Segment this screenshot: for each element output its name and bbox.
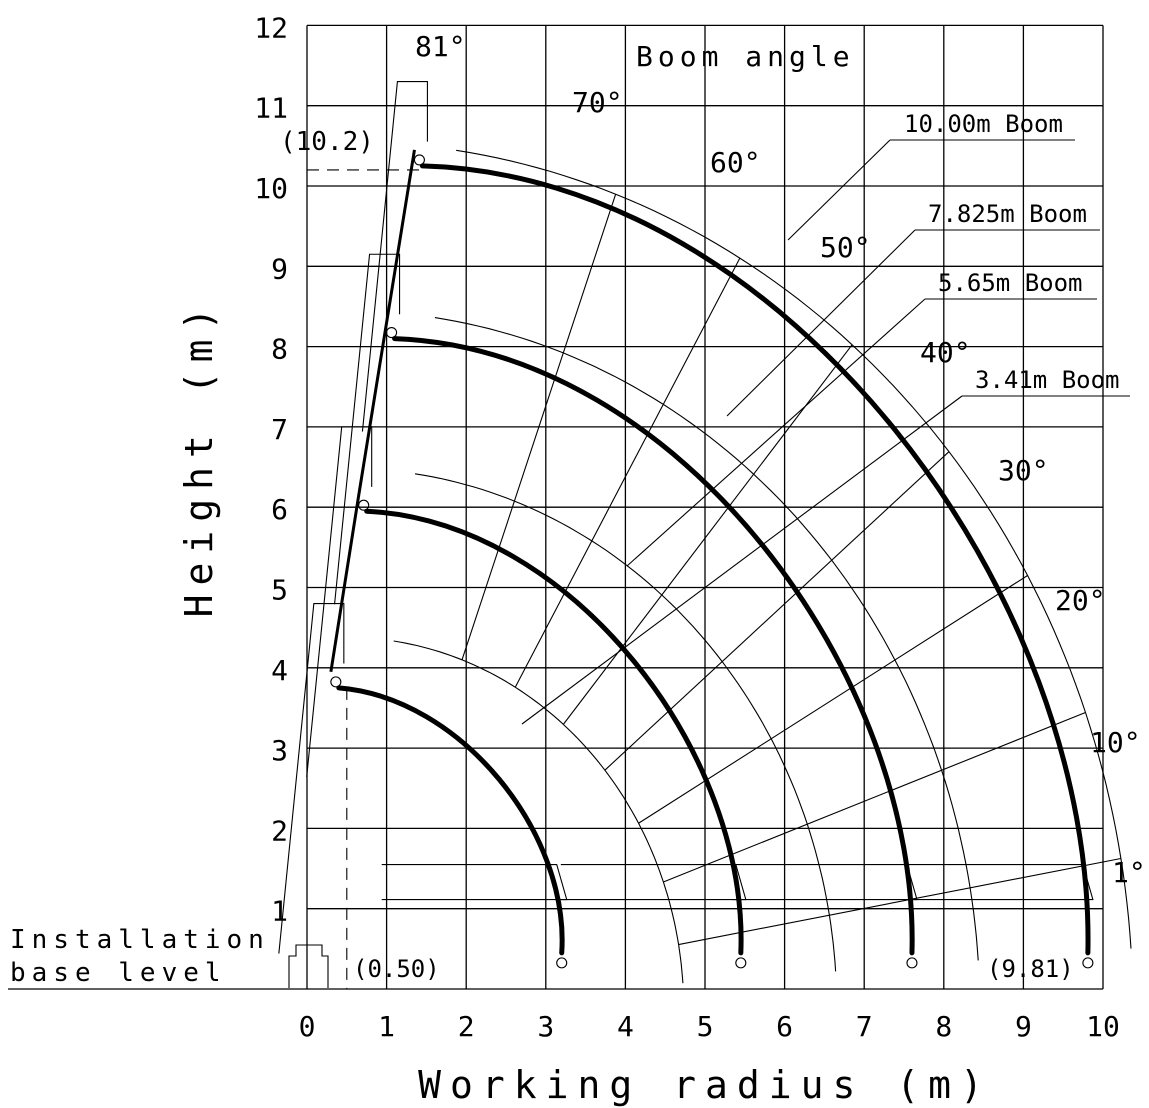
angle-ray-60 — [514, 257, 741, 688]
angle-arc-3 — [456, 149, 1132, 949]
boom-outline-2 — [306, 426, 373, 777]
hook-icon — [1082, 957, 1094, 969]
boom-tip-trail — [329, 149, 416, 673]
x-tick-label-5: 5 — [697, 1010, 714, 1043]
hook-icon — [556, 957, 568, 969]
hook-icon — [413, 154, 425, 166]
angle-label-60: 60° — [710, 146, 761, 179]
boom-angle-title: Boom angle — [636, 40, 855, 73]
hook-icon — [358, 499, 370, 511]
leader-arrow-line — [787, 139, 891, 241]
y-tick-label-3: 3 — [271, 734, 288, 767]
boom-outline-0 — [361, 81, 428, 432]
x-tick-label-2: 2 — [458, 1010, 475, 1043]
annotation-max-radius: (9.81) — [987, 955, 1074, 983]
angle-label-1: 1° — [1112, 856, 1146, 889]
angle-ray-10 — [678, 857, 1122, 946]
y-tick-label-11: 11 — [254, 92, 288, 125]
boom-horizontal-outline-3 — [381, 863, 568, 901]
leader-arrow-line — [726, 229, 916, 417]
annotation-min-radius: (0.50) — [353, 955, 440, 983]
boom-outlines — [278, 81, 1094, 988]
base-level-label-line1: Installation — [10, 925, 270, 955]
y-tick-label-4: 4 — [271, 654, 288, 687]
boom-name-label-3: 3.41m Boom — [975, 366, 1120, 394]
boom-name-label-2: 5.65m Boom — [938, 269, 1083, 297]
leader-arrow-line — [521, 395, 963, 725]
angle-label-81: 81° — [415, 30, 466, 63]
boom-outline-3 — [278, 603, 345, 954]
hook-icon — [906, 957, 918, 969]
y-tick-label-9: 9 — [271, 252, 288, 285]
load-curve-0 — [419, 163, 1091, 956]
boom-horizontal-outline-2 — [560, 863, 747, 901]
angle-arc-2 — [434, 317, 979, 961]
load-curve-3 — [336, 685, 565, 956]
x-tick-label-9: 9 — [1015, 1010, 1032, 1043]
labels: Height (m) Working radius (m) Installati… — [10, 11, 1146, 1107]
boom-angle-arcs — [393, 149, 1132, 984]
y-tick-label-10: 10 — [254, 172, 288, 205]
boom-outline-1 — [334, 253, 401, 605]
x-tick-label-0: 0 — [299, 1010, 316, 1043]
x-tick-label-6: 6 — [776, 1010, 793, 1043]
angle-ray-20 — [663, 711, 1086, 883]
hook-icon — [735, 957, 747, 969]
x-tick-label-1: 1 — [378, 1010, 395, 1043]
y-tick-label-8: 8 — [271, 333, 288, 366]
angle-label-10: 10° — [1090, 726, 1141, 759]
boom-horizontal-outline-1 — [731, 863, 918, 901]
boom-name-label-0: 10.00m Boom — [904, 110, 1063, 138]
x-tick-label-4: 4 — [617, 1010, 634, 1043]
x-tick-label-8: 8 — [935, 1010, 952, 1043]
y-axis-title: Height (m) — [177, 299, 221, 618]
y-tick-label-2: 2 — [271, 814, 288, 847]
hook-icon — [330, 676, 342, 688]
y-tick-label-12: 12 — [254, 11, 288, 44]
crane-base-icon — [288, 944, 329, 988]
angle-ray-40 — [604, 451, 950, 771]
hook-icon — [386, 327, 398, 339]
angle-arc-0 — [393, 640, 684, 984]
y-tick-label-7: 7 — [271, 413, 288, 446]
x-tick-label-3: 3 — [537, 1010, 554, 1043]
x-tick-label-10: 10 — [1086, 1010, 1120, 1043]
angle-label-50: 50° — [820, 231, 871, 264]
y-tick-label-5: 5 — [271, 574, 288, 607]
angle-arc-1 — [414, 473, 837, 972]
annotation-max-height: (10.2) — [280, 127, 374, 157]
load-curve-2 — [364, 508, 744, 956]
leader-arrow-line — [626, 298, 926, 567]
x-tick-label-7: 7 — [856, 1010, 873, 1043]
angle-rays — [461, 194, 1122, 946]
angle-ray-30 — [638, 575, 1028, 824]
load-curves — [330, 154, 1094, 969]
angle-label-70: 70° — [572, 86, 623, 119]
base-level-label-line2: base level — [10, 958, 227, 988]
y-tick-label-1: 1 — [271, 895, 288, 928]
grid — [8, 24, 1104, 990]
angle-label-30: 30° — [998, 454, 1049, 487]
boom-name-label-1: 7.825m Boom — [928, 200, 1087, 228]
boom-horizontal-outline-0 — [907, 863, 1094, 901]
angle-label-20: 20° — [1055, 584, 1106, 617]
y-tick-label-6: 6 — [271, 493, 288, 526]
angle-label-40: 40° — [920, 336, 971, 369]
x-axis-title: Working radius (m) — [418, 1063, 992, 1107]
load-curve-1 — [392, 336, 915, 956]
angle-ray-70 — [461, 194, 617, 661]
